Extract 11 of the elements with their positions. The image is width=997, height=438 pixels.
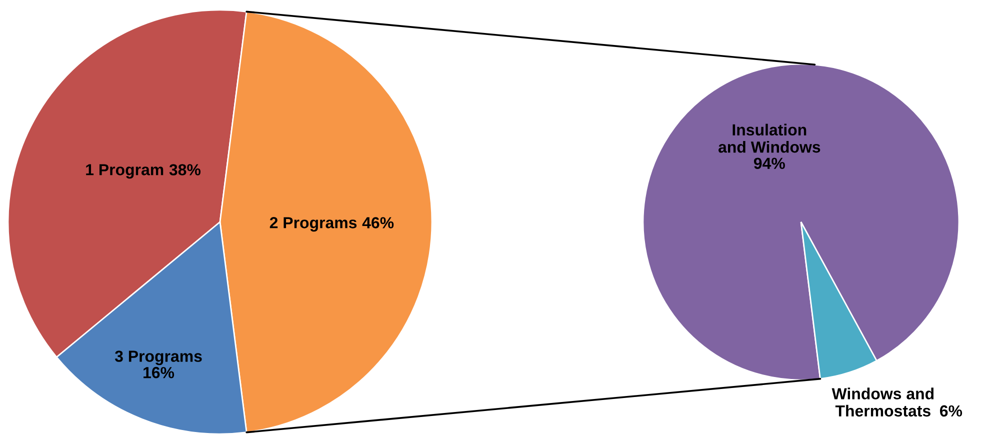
- slice-label: 2 Programs: [270, 217, 357, 232]
- slice-label: Windows and Thermostats: [832, 388, 934, 417]
- data-label: 38%: [169, 164, 201, 176]
- pie-slice: [642, 63, 960, 381]
- slice-label: 3 Programs: [114, 350, 202, 366]
- slice-label: Insulation and Windows: [718, 124, 820, 153]
- slice-label: 1 Program: [86, 164, 164, 179]
- data-label: 46%: [362, 217, 394, 228]
- data-label: 94%: [754, 158, 785, 170]
- data-label: 6%: [940, 405, 962, 417]
- data-label: 16%: [144, 366, 174, 378]
